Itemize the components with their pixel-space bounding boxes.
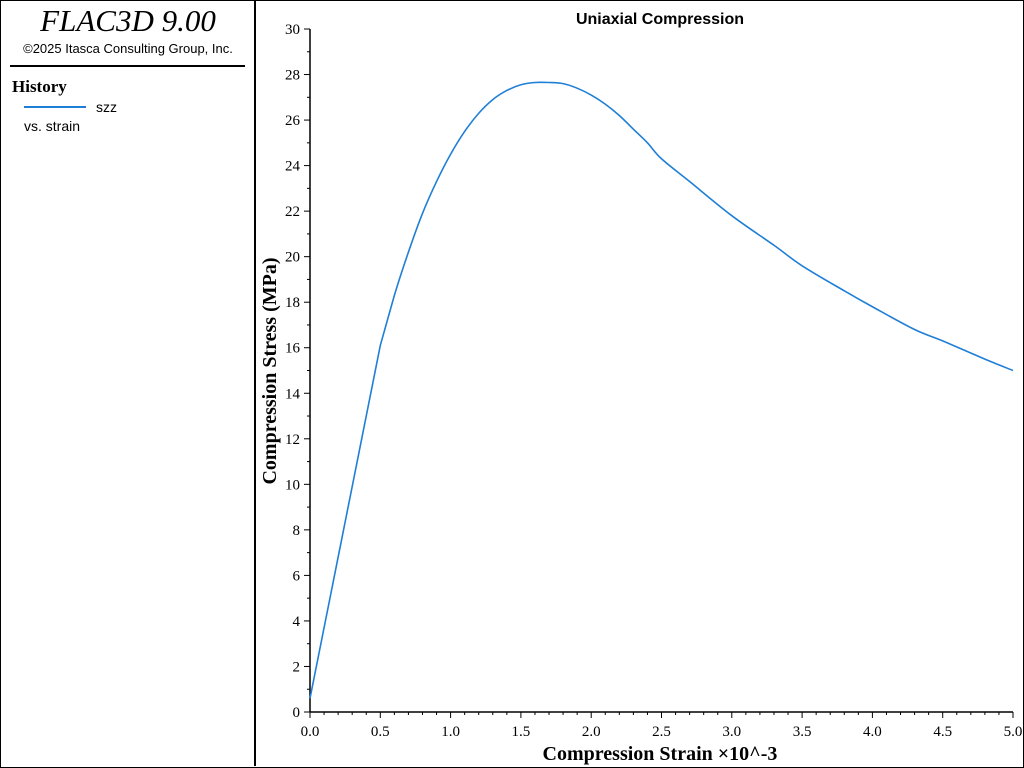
y-tick-label: 18 bbox=[285, 295, 300, 311]
y-tick-label: 22 bbox=[285, 204, 300, 220]
copyright-text: ©2025 Itasca Consulting Group, Inc. bbox=[23, 41, 233, 56]
y-tick-label: 12 bbox=[285, 432, 300, 448]
legend-panel: FLAC3D 9.00 ©2025 Itasca Consulting Grou… bbox=[0, 0, 256, 766]
x-tick-label: 1.0 bbox=[441, 724, 460, 740]
y-tick-label: 30 bbox=[285, 22, 300, 38]
y-tick-label: 10 bbox=[285, 477, 300, 493]
x-axis-ticks: 0.0 0.5 1.0 1.5 2.0 2.5 3.0 3.5 4.0 4.5 5.0 bbox=[301, 712, 1022, 740]
y-tick-label: 16 bbox=[285, 341, 301, 357]
y-tick-label: 0 bbox=[293, 705, 301, 721]
chart-canvas: Uniaxial Compression 0246810121416182022… bbox=[259, 11, 1022, 765]
series-line-szz bbox=[309, 81, 1014, 699]
legend-series-subtitle: vs. strain bbox=[24, 118, 81, 134]
y-tick-label: 14 bbox=[285, 386, 301, 402]
legend-divider bbox=[10, 65, 245, 67]
y-tick-label: 28 bbox=[285, 68, 300, 84]
y-tick-label: 6 bbox=[293, 568, 301, 584]
y-tick-label: 8 bbox=[293, 523, 301, 539]
x-tick-label: 4.5 bbox=[933, 724, 952, 740]
x-tick-label: 3.5 bbox=[793, 724, 812, 740]
y-tick-label: 4 bbox=[293, 614, 301, 630]
legend-line-swatch bbox=[24, 106, 86, 108]
x-tick-label: 2.5 bbox=[652, 724, 671, 740]
app-title: FLAC3D 9.00 bbox=[40, 3, 216, 38]
chart-title: Uniaxial Compression bbox=[576, 11, 744, 28]
y-tick-label: 20 bbox=[285, 250, 300, 266]
y-tick-label: 24 bbox=[285, 159, 301, 175]
x-axis-label: Compression Strain ×10^-3 bbox=[543, 743, 778, 765]
x-tick-label: 3.0 bbox=[722, 724, 741, 740]
x-tick-label: 5.0 bbox=[1004, 724, 1022, 740]
legend-heading: History bbox=[12, 77, 67, 96]
x-tick-label: 1.5 bbox=[512, 724, 531, 740]
x-tick-label: 0.0 bbox=[301, 724, 320, 740]
legend-series-name: szz bbox=[96, 99, 117, 115]
y-tick-label: 2 bbox=[293, 659, 301, 675]
x-tick-label: 4.0 bbox=[863, 724, 882, 740]
series-group bbox=[309, 81, 1014, 699]
y-tick-label: 26 bbox=[285, 113, 301, 129]
x-tick-label: 0.5 bbox=[371, 724, 390, 740]
chart-axes bbox=[309, 29, 1013, 713]
x-tick-label: 2.0 bbox=[582, 724, 601, 740]
y-axis-label: Compression Stress (MPa) bbox=[259, 257, 281, 484]
